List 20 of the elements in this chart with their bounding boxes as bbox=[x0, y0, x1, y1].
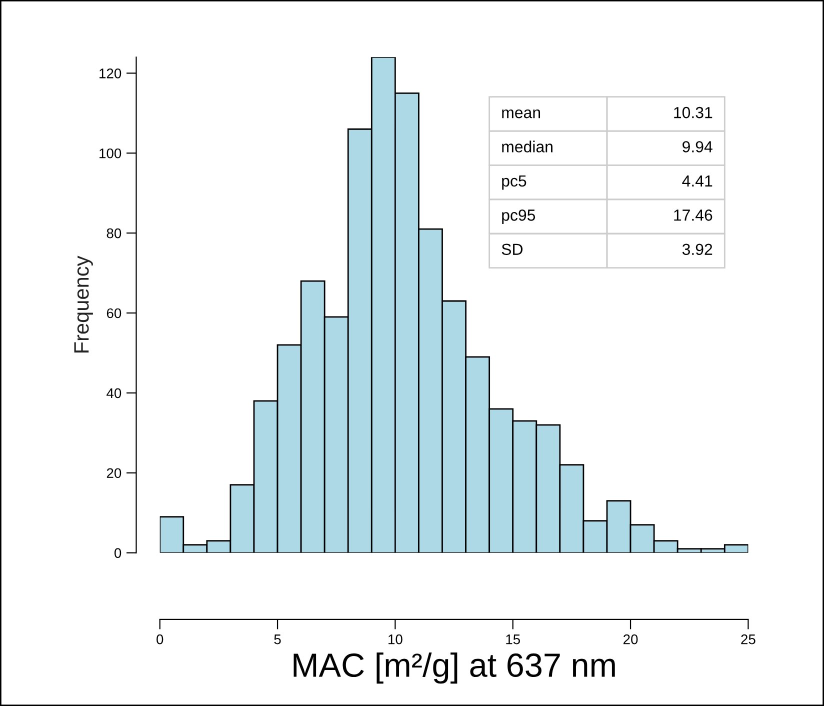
x-tick-label: 20 bbox=[624, 634, 638, 644]
y-tick-label: 40 bbox=[106, 388, 122, 398]
text: SD 3.92 bbox=[502, 244, 712, 256]
x-tick-label: 25 bbox=[741, 634, 756, 644]
x-tick-label: 5 bbox=[274, 634, 281, 644]
text: pc95 17.46 bbox=[502, 210, 712, 224]
y-axis-title: Frequency bbox=[74, 256, 93, 352]
y-tick-label: 80 bbox=[106, 228, 122, 238]
y-tick-label: 20 bbox=[106, 468, 122, 478]
y-tick-label: 60 bbox=[106, 308, 122, 318]
x-tick-label: 0 bbox=[156, 634, 164, 644]
x-tick-label: 15 bbox=[506, 634, 520, 644]
y-tick-label: 100 bbox=[100, 148, 122, 158]
text: mean 10.31 bbox=[502, 106, 712, 118]
x-tick-label: 10 bbox=[388, 634, 402, 644]
text: median 9.94 bbox=[502, 140, 712, 152]
text: pc5 4.41 bbox=[502, 175, 712, 190]
y-tick-label: 0 bbox=[114, 548, 122, 558]
x-axis-title: MAC [m²/g] at 637 nm bbox=[294, 652, 615, 684]
y-tick-label: 120 bbox=[100, 68, 122, 78]
